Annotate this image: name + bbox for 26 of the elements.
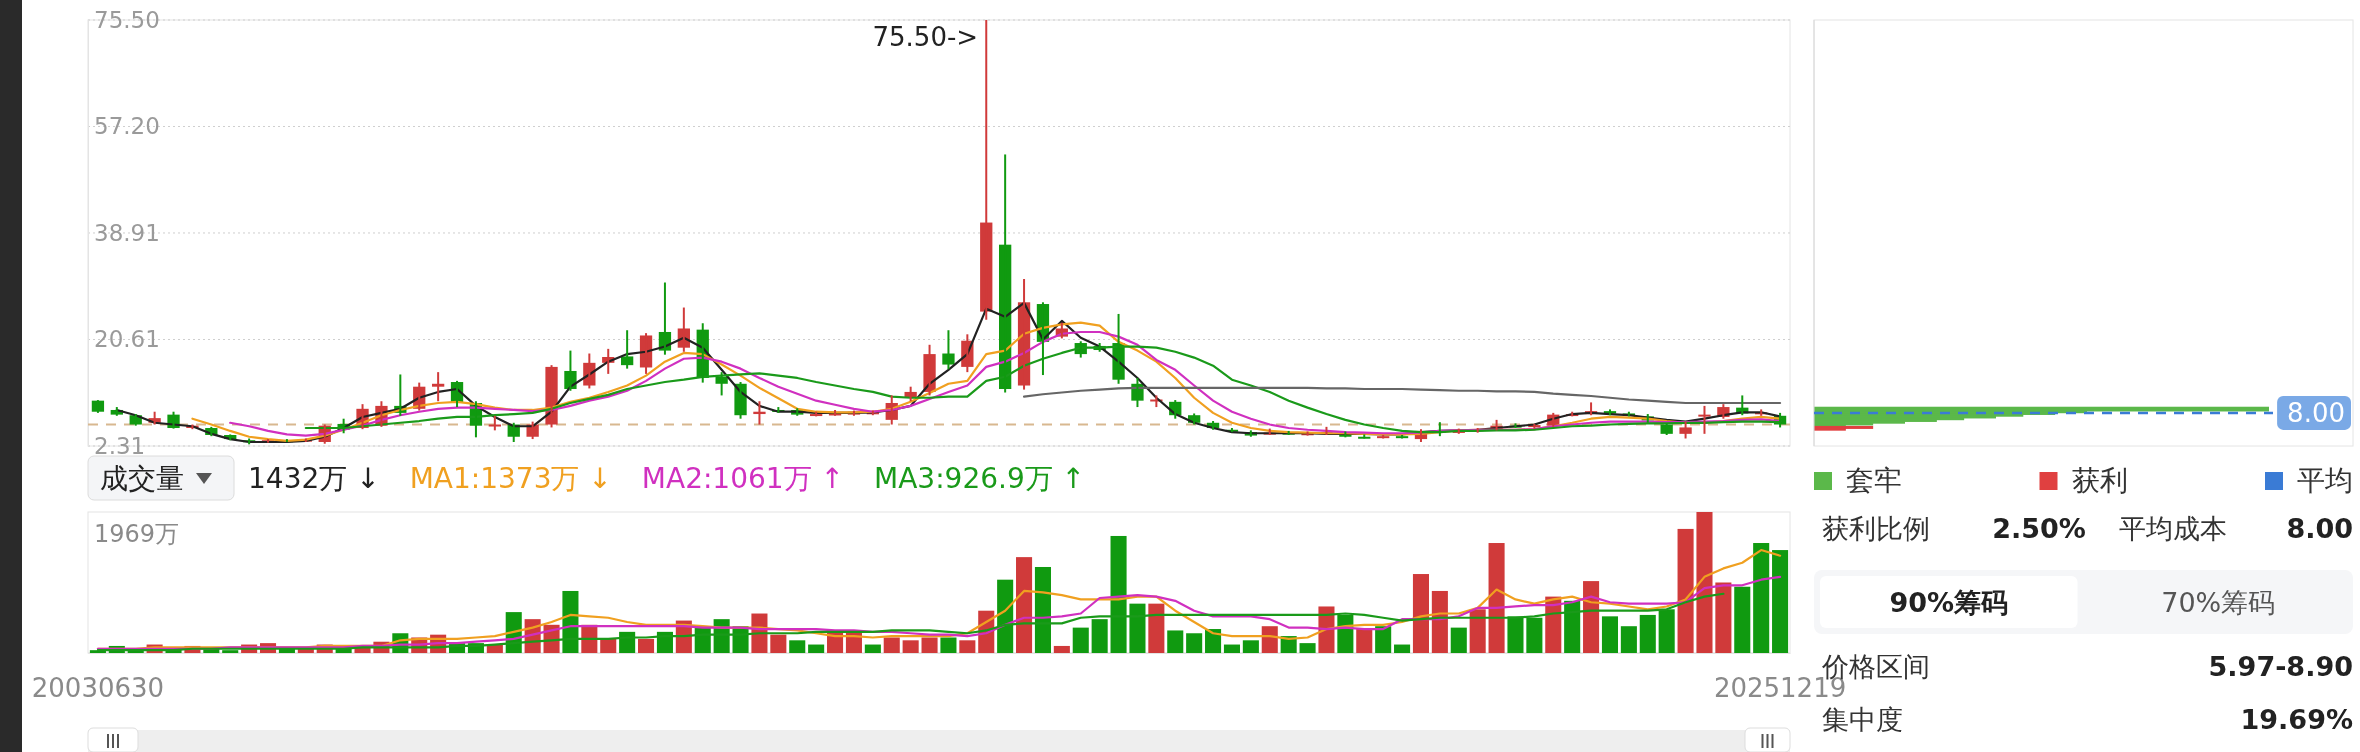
text: 平均成本 (2119, 513, 2227, 544)
text: 获利比例 (1822, 513, 1930, 544)
text: 70%筹码 (2161, 587, 2276, 618)
legend-label: 获利 (2071, 464, 2128, 497)
text: MA1:1373万 ↓ (409, 462, 612, 495)
text: 平均 (2297, 464, 2353, 497)
ref-line-label: 8.00 (2287, 397, 2345, 428)
text: 19.69% (2240, 704, 2353, 735)
text: 2.50% (1992, 513, 2086, 544)
text: 1432万 ↓ (248, 462, 380, 495)
text: MA3:926.9万 ↑ (874, 462, 1086, 495)
annotation: 1969万 (94, 520, 180, 548)
y-tick-label: 75.50 (94, 6, 160, 33)
text: 8.00 (2286, 513, 2353, 544)
text: 5.97-8.90 (2208, 651, 2353, 682)
y-tick-label: 38.91 (94, 219, 160, 246)
annotation: 75.50-> (872, 22, 979, 52)
text: 集中度 (1822, 704, 1903, 735)
text: MA2:1061万 ↑ (641, 462, 844, 495)
x-tick-label: 20030630 (31, 673, 165, 704)
legend-label: 套牢 (1846, 464, 1902, 497)
chart-title: 成交量 (100, 462, 184, 495)
y-tick-label: 20.61 (94, 326, 160, 353)
y-tick-label: 57.20 (94, 113, 160, 140)
y-tick-label: 2.31 (94, 432, 146, 459)
text: 90%筹码 (1889, 587, 2009, 618)
